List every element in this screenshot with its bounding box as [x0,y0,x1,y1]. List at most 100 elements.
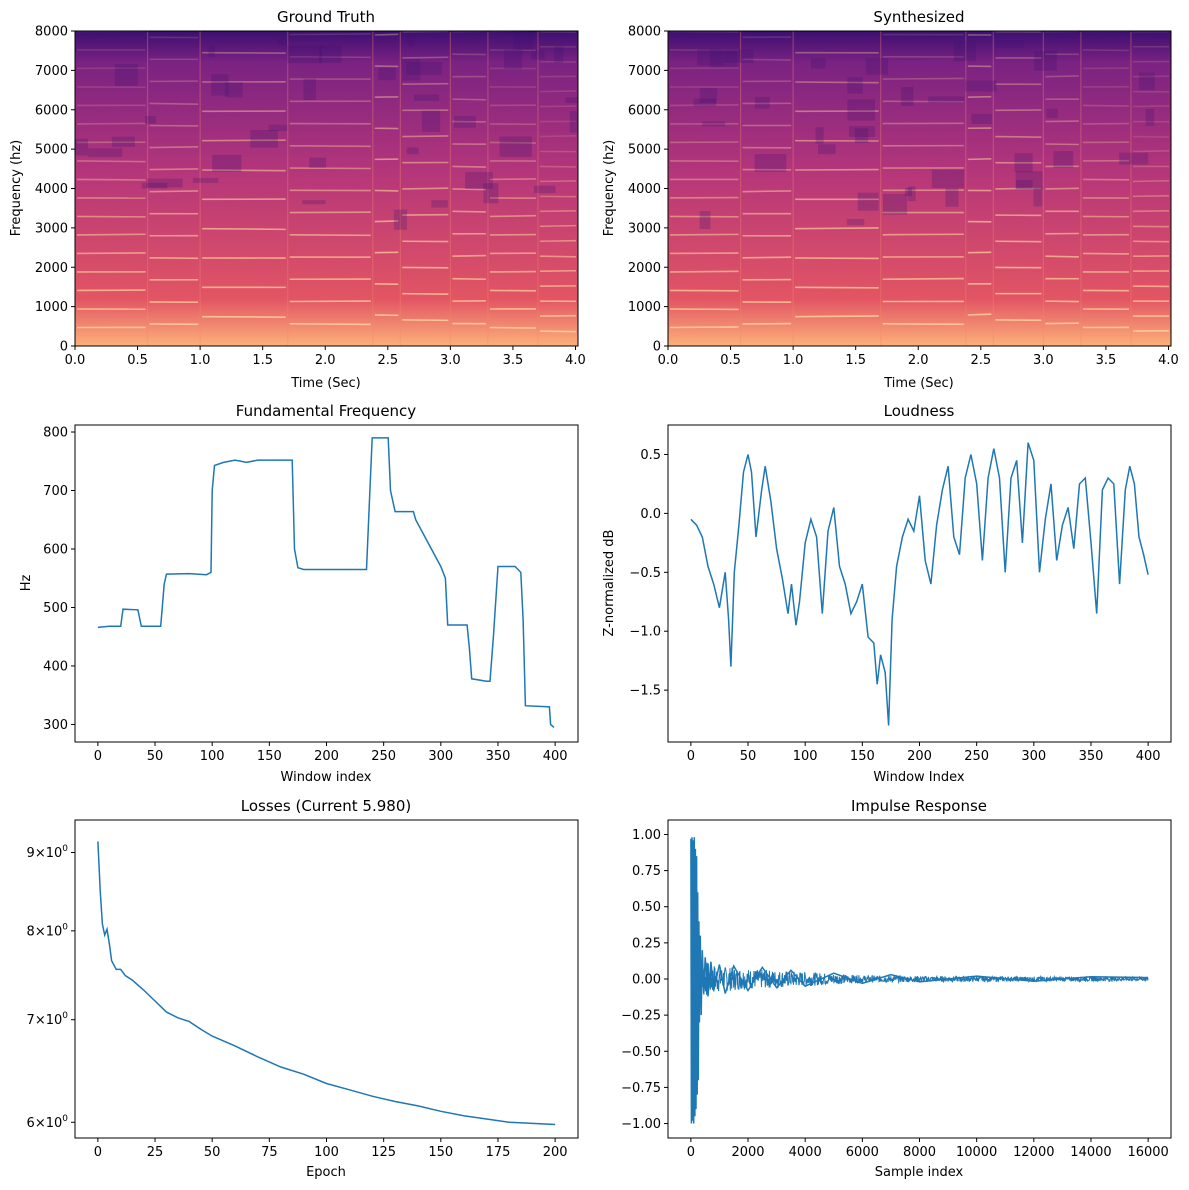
y-tick-label: 3000 [628,221,661,236]
y-tick-label: 4000 [35,182,68,197]
x-axis-label: Window index [281,770,372,785]
x-tick-label: 16000 [1127,1145,1168,1160]
y-tick-label: 2000 [35,261,68,276]
x-tick-label: 3.0 [1033,353,1054,368]
x-tick-label: 12000 [1013,1145,1054,1160]
series-line-noise [698,962,1149,996]
spectrogram [75,31,578,346]
y-tick-label: 8000 [35,25,68,40]
x-tick-label: 0.5 [127,353,148,368]
x-tick-label: 2.0 [315,353,336,368]
chart-title: Losses (Current 5.980) [241,797,411,815]
x-tick-label: 150 [850,749,875,764]
x-tick-label: 3.5 [503,353,524,368]
x-tick-label: 300 [1021,749,1046,764]
x-tick-label: 150 [257,749,282,764]
series-line [97,841,556,1126]
y-tick-label: 2000 [628,261,661,276]
x-tick-label: 125 [371,1145,396,1160]
y-tick-label: −0.5 [629,566,661,581]
x-tick-label: 150 [428,1145,453,1160]
plot-frame [74,424,579,743]
x-tick-label: 100 [793,749,818,764]
y-tick-label: 600 [43,542,68,557]
x-tick-label: 200 [543,1145,568,1160]
x-tick-label: 250 [371,749,396,764]
y-tick-label: −0.75 [621,1081,661,1096]
chart-synthesized: Synthesized 0.0 0.5 1.0 1.5 2.0 2.5 3.0 3.5 4.0 … [602,8,1179,391]
y-tick-label: 8000 [628,25,661,40]
y-tick-label: 300 [43,718,68,733]
x-tick-label: 25 [147,1145,164,1160]
chart-loudness: Loudness 0 50 100 150 200 250 300 350 400 0.5 0.0… [602,402,1172,785]
y-tick-label: 0.0 [640,507,661,522]
x-tick-label: 2.5 [377,353,398,368]
x-axis-label: Epoch [306,1165,346,1180]
x-tick-label: 50 [740,749,757,764]
x-tick-label: 50 [147,749,164,764]
y-tick-label: 1.00 [632,828,661,843]
x-axis-label: Time (Sec) [883,376,954,391]
x-tick-label: 75 [261,1145,278,1160]
y-tick-label: −0.50 [621,1045,661,1060]
y-tick-label: 6000 [628,103,661,118]
y-tick-label: 0 [60,340,68,355]
y-tick-label: 0.25 [632,936,661,951]
x-tick-label: 350 [486,749,511,764]
x-tick-label: 100 [200,749,225,764]
chart-title: Synthesized [873,8,964,26]
chart-title: Ground Truth [277,8,375,26]
x-tick-label: 200 [314,749,339,764]
x-tick-label: 50 [204,1145,221,1160]
x-tick-label: 0 [94,1145,102,1160]
x-tick-label: 0 [94,749,102,764]
x-axis-label: Time (Sec) [290,376,361,391]
x-tick-label: 0.0 [65,353,86,368]
x-tick-label: 250 [964,749,989,764]
x-tick-label: 400 [1136,749,1161,764]
x-tick-label: 350 [1079,749,1104,764]
y-tick-label: −0.25 [621,1009,661,1024]
chart-losses: Losses (Current 5.980) 0 25 50 75 100 125 150 1… [27,797,579,1180]
x-tick-label: 1.5 [845,353,866,368]
x-tick-label: 2000 [731,1145,764,1160]
y-tick-label: 1000 [35,300,68,315]
x-tick-label: 1.0 [783,353,804,368]
y-tick-label: −1.00 [621,1117,661,1132]
y-tick-label: 0.50 [632,900,661,915]
y-axis-label: Frequency (hz) [602,140,617,237]
chart-impulse-response: Impulse Response 0 2000 4000 6000 8000 10000 1… [621,797,1172,1180]
x-tick-label: 2.0 [908,353,929,368]
chart-title: Impulse Response [851,797,987,815]
x-tick-label: 4.0 [565,353,586,368]
x-tick-label: 300 [428,749,453,764]
x-axis-label: Window Index [873,770,964,785]
series-line [97,437,555,728]
chart-title: Loudness [884,402,955,420]
x-tick-label: 3.5 [1096,353,1117,368]
x-tick-label: 0 [687,749,695,764]
spectrogram [668,31,1171,346]
x-tick-label: 0 [687,1145,695,1160]
y-tick-label: 0.00 [632,973,661,988]
y-tick-label: 500 [43,601,68,616]
x-tick-label: 8000 [903,1145,936,1160]
y-tick-label: 8×100 [27,922,69,939]
x-tick-label: 14000 [1070,1145,1111,1160]
y-tick-label: 5000 [628,143,661,158]
x-tick-label: 6000 [846,1145,879,1160]
y-tick-label: −1.5 [629,684,661,699]
x-tick-label: 10000 [956,1145,997,1160]
x-tick-label: 100 [314,1145,339,1160]
x-tick-label: 1.5 [252,353,273,368]
y-tick-label: 700 [43,484,68,499]
x-tick-label: 3.0 [440,353,461,368]
chart-ground-truth: Ground Truth 0.0 0.5 1.0 1.5 2.0 2.5 3.0 3.5 4.0… [9,8,586,391]
y-tick-label: 1000 [628,300,661,315]
y-tick-label: 7×100 [27,1011,69,1028]
y-tick-label: 6000 [35,103,68,118]
y-tick-label: 3000 [35,221,68,236]
x-tick-label: 4.0 [1158,353,1179,368]
x-tick-label: 200 [907,749,932,764]
